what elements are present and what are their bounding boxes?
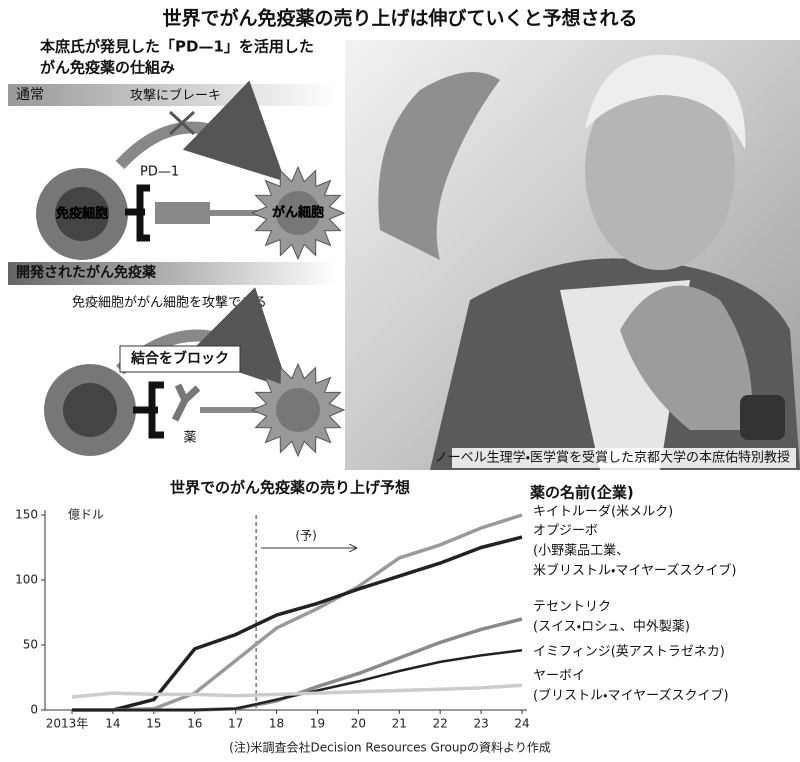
legend-sublabel: (スイス・ロシュ、中外製薬) bbox=[533, 620, 690, 635]
legend-label: オプジーボ bbox=[533, 524, 598, 539]
y-tick-label: 100 bbox=[15, 573, 38, 587]
attack-caption: 免疫細胞ががん細胞を攻撃できる bbox=[72, 295, 267, 311]
cross-mark bbox=[168, 110, 196, 136]
drug bbox=[171, 383, 201, 422]
y-tick-label: 150 bbox=[15, 508, 38, 522]
photo-hand-left bbox=[378, 72, 500, 260]
block-box bbox=[119, 345, 241, 373]
photo-caption-bg bbox=[452, 448, 796, 468]
legend-label: キイトルーダ(米メルク) bbox=[533, 505, 673, 520]
pd1-label: PD—1 bbox=[140, 165, 179, 180]
legend-sublabel: (小野薬品工業、 bbox=[533, 543, 629, 559]
x-tick-label: 24 bbox=[514, 717, 529, 731]
diagram-title: 本庶氏が発見した「PD—1」を活用した bbox=[39, 38, 314, 56]
diagram-title: がん免疫薬の仕組み bbox=[40, 59, 175, 77]
x-tick-label: 17 bbox=[228, 717, 243, 731]
series-line bbox=[72, 617, 523, 712]
page-title: 世界でがん免疫薬の売り上げは伸びていくと予想される bbox=[162, 7, 637, 30]
y-tick-label: 0 bbox=[30, 703, 38, 717]
pd1-receptor bbox=[125, 184, 150, 242]
chart: 世界でのがん免疫薬の売り上げ予想 薬の名前(企業) 億ドル (注)米調査会社De… bbox=[15, 479, 736, 755]
forecast-label: (予) bbox=[295, 529, 316, 543]
attack-arrow bbox=[115, 80, 286, 182]
x-tick-label: 22 bbox=[433, 717, 448, 731]
block-label: 結合をブロック bbox=[130, 350, 229, 367]
x-tick-label: 14 bbox=[105, 717, 120, 731]
cancer-cell-core bbox=[276, 388, 320, 432]
section-band bbox=[8, 262, 338, 285]
immune-cell-core bbox=[63, 383, 117, 437]
series-line bbox=[72, 513, 523, 712]
photo-hand-right bbox=[620, 285, 752, 430]
legend-sublabel: (ブリストル・マイヤーズスクイブ) bbox=[533, 688, 729, 704]
immune-cell-core bbox=[55, 187, 109, 241]
series-line bbox=[72, 535, 523, 712]
series-line bbox=[71, 683, 523, 699]
ligand bbox=[155, 202, 210, 224]
x-tick-label: 16 bbox=[187, 717, 202, 731]
chart-title: 世界でのがん免疫薬の売り上げ予想 bbox=[170, 479, 410, 497]
legend-sublabel: 米ブリストル・マイヤーズスクイブ) bbox=[533, 563, 736, 579]
y-unit: 億ドル bbox=[68, 508, 104, 522]
x-tick-label: 20 bbox=[351, 717, 366, 731]
legend-label: テセントリク bbox=[533, 600, 611, 615]
brake-label: 攻撃にブレーキ bbox=[130, 88, 221, 104]
photo-watch bbox=[740, 395, 785, 440]
photo-caption: ノーベル生理学・医学賞を受賞した京都大学の本庶佑特別教授 bbox=[435, 450, 790, 466]
immune-cell-label: 免疫細胞 bbox=[55, 206, 108, 222]
series-line bbox=[72, 648, 523, 712]
photo-hair bbox=[585, 54, 746, 150]
y-tick-label: 50 bbox=[23, 638, 38, 652]
diagram: 本庶氏が発見した「PD—1」を活用した がん免疫薬の仕組み 通常 攻撃にブレーキ… bbox=[8, 38, 346, 458]
drug-label: 薬 bbox=[183, 431, 196, 446]
source-note: (注)米調査会社Decision Resources Groupの資料より作成 bbox=[229, 740, 551, 755]
cancer-cell-label: がん細胞 bbox=[272, 205, 324, 221]
x-tick-label: 19 bbox=[310, 717, 325, 731]
photo: ノーベル生理学・医学賞を受賞した京都大学の本庶佑特別教授 bbox=[345, 40, 800, 470]
legend-title: 薬の名前(企業) bbox=[529, 484, 634, 502]
photo-face bbox=[585, 70, 735, 270]
x-tick-label: 2013年 bbox=[46, 717, 89, 731]
x-tick-label: 18 bbox=[269, 717, 284, 731]
x-tick-label: 23 bbox=[473, 717, 488, 731]
legend-label: イミフィンジ(英アストラゼネカ) bbox=[533, 645, 725, 660]
section-label: 開発されたがん免疫薬 bbox=[16, 264, 156, 281]
cancer-cell-core bbox=[276, 191, 320, 235]
legend-label: ヤーボイ bbox=[533, 669, 585, 684]
pd1-receptor bbox=[133, 381, 164, 439]
section-label: 通常 bbox=[16, 87, 44, 103]
x-tick-label: 15 bbox=[146, 717, 161, 731]
x-tick-label: 21 bbox=[392, 717, 407, 731]
